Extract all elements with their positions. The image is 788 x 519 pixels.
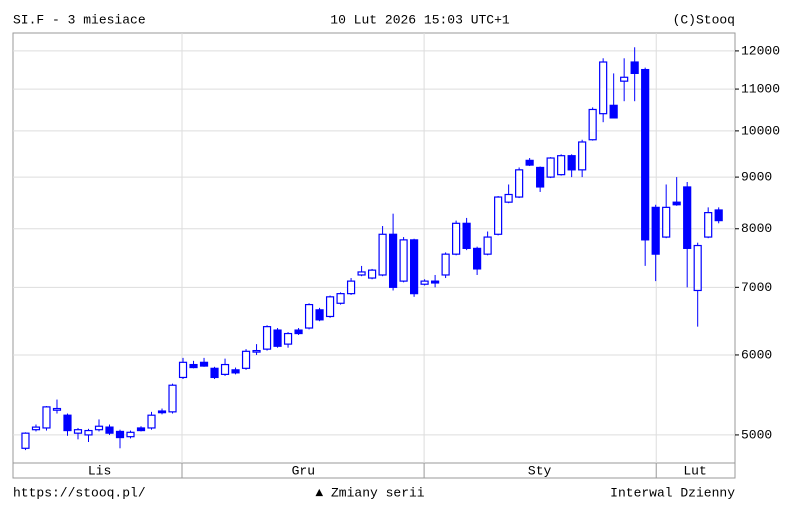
candle-body bbox=[294, 329, 303, 335]
candle-body bbox=[21, 432, 30, 449]
candle-body bbox=[63, 414, 72, 432]
candle-body bbox=[515, 169, 524, 198]
y-tick-label: 12000 bbox=[741, 43, 780, 58]
candle-body bbox=[378, 233, 387, 276]
candle-body bbox=[147, 414, 156, 429]
candle-body bbox=[620, 76, 629, 82]
candle-body bbox=[31, 426, 41, 431]
candle-body bbox=[178, 361, 188, 379]
candle-body bbox=[315, 309, 324, 321]
candle-body bbox=[609, 104, 618, 119]
plot-area: 5000 6000 7000 8000 9000 10000 11000 12000 Lis Gr… bbox=[12, 32, 780, 479]
candle-body bbox=[494, 196, 503, 235]
candle-body bbox=[126, 431, 135, 438]
candle-body bbox=[105, 426, 114, 434]
candle-body bbox=[220, 363, 230, 375]
footer-interval: Interwal Dzienny bbox=[610, 485, 735, 500]
candle-body bbox=[473, 247, 482, 270]
x-tick-label: Lis bbox=[88, 463, 111, 478]
candle-body bbox=[357, 271, 366, 276]
candle-body bbox=[388, 233, 398, 288]
candle-body bbox=[441, 253, 450, 276]
candle-body bbox=[409, 239, 419, 295]
candle-body bbox=[189, 363, 198, 369]
candle-body bbox=[536, 166, 545, 188]
candle-body bbox=[241, 350, 251, 369]
candle-body bbox=[578, 141, 587, 171]
y-tick-label: 5000 bbox=[741, 427, 772, 442]
candle-body bbox=[42, 406, 51, 429]
candle-body bbox=[283, 332, 293, 345]
source: (C)Stooq bbox=[673, 12, 735, 27]
candle-body bbox=[252, 349, 261, 353]
candle-body bbox=[399, 239, 408, 282]
candle-body bbox=[157, 410, 167, 414]
candle-body bbox=[683, 186, 692, 249]
plot-frame bbox=[12, 32, 736, 464]
candle-body bbox=[52, 407, 62, 411]
candle-body bbox=[557, 155, 566, 176]
candle-body bbox=[714, 209, 723, 222]
y-tick-label: 6000 bbox=[741, 347, 772, 362]
candle-body bbox=[504, 193, 513, 203]
x-tick-label: Sty bbox=[528, 463, 552, 478]
candle-body bbox=[336, 293, 345, 304]
y-tick-label: 7000 bbox=[741, 280, 772, 295]
candle-body bbox=[483, 236, 492, 255]
y-tick-label: 11000 bbox=[741, 82, 780, 97]
candle-body bbox=[367, 269, 377, 279]
candle-body bbox=[630, 61, 639, 75]
candle-body bbox=[115, 430, 125, 439]
candle-body bbox=[693, 244, 702, 292]
candle-body bbox=[452, 222, 461, 255]
candle-body bbox=[704, 212, 713, 238]
x-tick-label: Gru bbox=[292, 463, 315, 478]
candle-body bbox=[525, 159, 534, 166]
y-tick-label: 10000 bbox=[741, 123, 780, 138]
candle-body bbox=[641, 68, 650, 241]
candle-body bbox=[420, 280, 429, 285]
candle-body bbox=[662, 206, 671, 238]
candle-body bbox=[84, 429, 93, 436]
candle-body bbox=[273, 329, 282, 347]
chart-subtitle: 10 Lut 2026 15:03 UTC+1 bbox=[330, 12, 510, 27]
candle-body bbox=[231, 369, 240, 374]
candle-body bbox=[651, 206, 660, 255]
candle-body bbox=[588, 108, 597, 141]
candle-body bbox=[210, 367, 219, 379]
footer-legend: ▲ Zmiany serii bbox=[315, 485, 424, 500]
x-axis-band bbox=[12, 462, 736, 479]
candle-body bbox=[325, 296, 335, 318]
candle-body bbox=[94, 425, 104, 431]
candle-body bbox=[546, 157, 555, 178]
candle-body bbox=[168, 384, 177, 413]
candle-body bbox=[672, 201, 681, 206]
candle-body bbox=[262, 326, 272, 350]
y-tick-label: 8000 bbox=[741, 221, 772, 236]
y-tick-label: 9000 bbox=[741, 170, 772, 185]
chart-title: SI.F - 3 miesiace bbox=[13, 12, 146, 27]
candle-body bbox=[462, 222, 471, 249]
candle-body bbox=[136, 427, 146, 432]
candle-body bbox=[599, 61, 608, 115]
candle-body bbox=[567, 155, 576, 171]
x-tick-label: Lut bbox=[683, 463, 706, 478]
candle-body bbox=[346, 280, 356, 295]
candle-body bbox=[199, 361, 209, 367]
candle-body bbox=[304, 303, 314, 329]
candle-body bbox=[73, 429, 83, 434]
candle-body bbox=[431, 280, 440, 284]
footer-link[interactable]: https://stooq.pl/ bbox=[13, 485, 146, 500]
